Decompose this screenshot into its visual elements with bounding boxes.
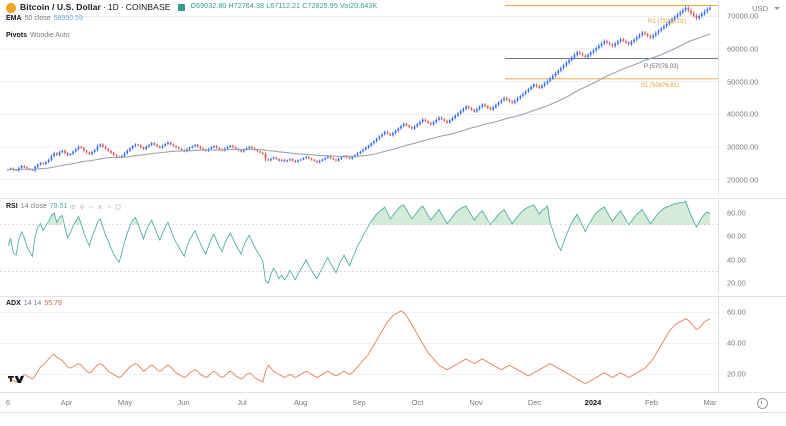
price-chart-pane[interactable] [0,0,718,196]
time-axis-label: Jul [237,398,247,407]
adx-tick: 20.00 [727,369,746,379]
rsi-tick: 80.00 [727,208,746,218]
ema-indicator-name: EMA [6,15,22,23]
symbol-separator-2: · [120,2,124,13]
rsi-chart-canvas[interactable] [0,199,718,295]
time-axis-label: Jun [177,398,190,407]
price-tick: 40000.00 [727,109,759,119]
time-axis-label: Dec [527,398,542,407]
symbol-row[interactable]: Bitcoin / U.S. Dollar · 1D · COINBASE O6… [6,2,377,13]
chevron-up-icon[interactable] [106,204,112,210]
rsi-tick: 60.00 [727,231,746,241]
rsi-params: 14 close [20,203,47,210]
bottom-toolbar [0,412,786,426]
price-pane-legend: Bitcoin / U.S. Dollar · 1D · COINBASE O6… [6,2,377,43]
time-axis-label: Mar [703,398,717,407]
eye-icon[interactable] [70,204,77,210]
adx-legend[interactable]: ADX 14 14 55.79 [6,300,62,307]
time-axis-label: Sep [352,398,366,407]
time-axis-label: May [117,398,133,407]
currency-selector[interactable]: USD [752,4,780,13]
pivots-legend-row[interactable]: Pivots Woodie Auto [6,31,377,42]
pivot-label-s1: S1 (50876.81) [641,83,680,89]
price-chart-canvas[interactable] [0,0,718,196]
adx-tick: 40.00 [727,338,746,348]
exchange-label[interactable]: COINBASE [125,2,171,13]
more-options-icon[interactable] [88,204,94,210]
ema-value: 58990.59 [53,15,83,23]
rsi-scale[interactable]: 80.00 60.00 40.00 20.00 [718,198,786,294]
ema-legend-row[interactable]: EMA 50 close 58990.59 [6,14,377,25]
rsi-indicator-name: RSI [6,203,18,210]
symbol-color-dot [6,2,16,13]
time-axis-label: Feb [645,398,658,407]
rsi-tick: 20.00 [727,278,746,288]
pivot-label-r1: R1 (73308.01) [648,19,687,25]
clock-icon[interactable] [757,398,768,409]
ema-params: 50 close [24,15,51,23]
price-tick: 60000.00 [727,44,759,54]
rsi-tick: 40.00 [727,255,746,265]
symbol-name[interactable]: Bitcoin / U.S. Dollar [20,2,101,13]
time-axis-label: Nov [469,398,483,407]
interval-label[interactable]: 1D [107,2,119,13]
time-axis-label: 2024 [584,398,602,407]
symbol-separator-1: · [102,2,106,13]
adx-value: 55.79 [44,300,62,307]
time-scale[interactable]: 6 Apr May Jun Jul Aug Sep Oct Nov Dec 2024 Feb Mar [0,392,786,413]
price-scale[interactable]: USD 70000.00 60000.00 50000.00 40000.00 3000… [718,0,786,196]
adx-scale[interactable]: 60.00 40.00 20.00 [718,296,786,392]
price-tick: 20000.00 [727,175,759,185]
time-axis-label: Oct [411,398,424,407]
visibility-eye-icon[interactable] [178,4,186,11]
rsi-legend[interactable]: RSI 14 close 79.51 [6,203,121,210]
adx-chart-canvas[interactable] [0,297,718,393]
pivots-indicator-name: Pivots [6,32,28,40]
pivot-label-p: P (57076.03) [644,64,679,70]
adx-indicator-pane[interactable] [0,296,718,393]
ohlc-values: O69032.80 H72764.38 L67112.21 C72625.95 … [190,3,378,11]
time-axis-label: Aug [293,398,308,407]
time-axis-label: 6 [5,398,11,407]
adx-indicator-name: ADX [6,300,21,307]
adx-params: 14 14 [23,300,42,307]
price-tick: 50000.00 [727,77,759,87]
price-tick: 30000.00 [727,142,759,152]
tradingview-logo[interactable] [8,374,24,385]
maximize-pane-icon[interactable] [115,204,121,210]
chevron-down-icon[interactable] [774,7,780,10]
time-axis-label: Apr [60,398,73,407]
pivots-params: Woodie Auto [30,32,70,40]
rsi-indicator-pane[interactable] [0,198,718,295]
settings-gear-icon[interactable] [79,203,85,210]
adx-tick: 60.00 [727,307,746,317]
close-icon[interactable] [97,204,103,210]
currency-label: USD [752,4,768,13]
price-tick: 70000.00 [727,11,759,21]
rsi-value: 79.51 [49,203,68,210]
